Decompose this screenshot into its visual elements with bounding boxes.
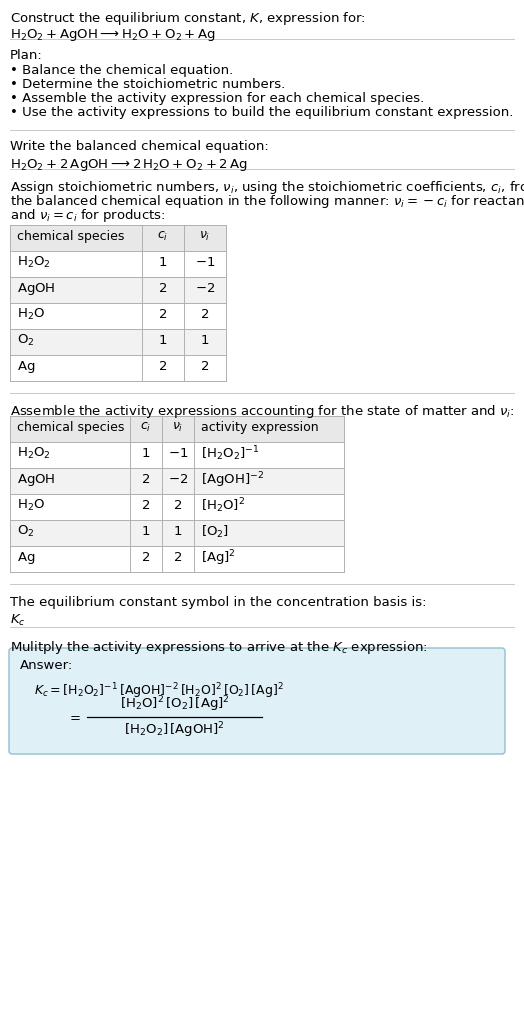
Text: $\mathrm{O_2}$: $\mathrm{O_2}$ xyxy=(17,334,35,348)
Bar xyxy=(10,303,226,330)
Text: activity expression: activity expression xyxy=(201,421,319,434)
FancyBboxPatch shape xyxy=(9,648,505,754)
Text: $\mathrm{Ag}$: $\mathrm{Ag}$ xyxy=(17,359,35,374)
Text: 1: 1 xyxy=(201,335,209,347)
Text: $[\mathrm{AgOH}]^{-2}$: $[\mathrm{AgOH}]^{-2}$ xyxy=(201,470,264,489)
Text: $=$: $=$ xyxy=(67,711,81,723)
Text: $[\mathrm{Ag}]^{2}$: $[\mathrm{Ag}]^{2}$ xyxy=(201,548,236,567)
Bar xyxy=(10,546,344,572)
Text: $K_c = [\mathrm{H_2O_2}]^{-1}\,[\mathrm{AgOH}]^{-2}\,[\mathrm{H_2O}]^{2}\,[\math: $K_c = [\mathrm{H_2O_2}]^{-1}\,[\mathrm{… xyxy=(34,681,284,701)
Bar xyxy=(10,468,344,494)
Text: 2: 2 xyxy=(142,499,150,513)
Text: 1: 1 xyxy=(174,525,182,538)
Text: 1: 1 xyxy=(159,256,167,270)
Text: 1: 1 xyxy=(159,335,167,347)
Bar xyxy=(10,442,344,468)
Text: $[\mathrm{O_2}]$: $[\mathrm{O_2}]$ xyxy=(201,524,229,540)
Text: $\mathrm{H_2O_2} + \mathrm{AgOH} \longrightarrow \mathrm{H_2O} + \mathrm{O_2} + : $\mathrm{H_2O_2} + \mathrm{AgOH} \longri… xyxy=(10,27,216,43)
Text: • Determine the stoichiometric numbers.: • Determine the stoichiometric numbers. xyxy=(10,78,285,91)
Text: $-1$: $-1$ xyxy=(168,447,188,461)
Text: $[\mathrm{H_2O}]^{2}$: $[\mathrm{H_2O}]^{2}$ xyxy=(201,496,245,515)
Text: $c_i$: $c_i$ xyxy=(140,421,151,434)
Text: Plan:: Plan: xyxy=(10,49,43,62)
Bar xyxy=(10,355,226,381)
Text: $\mathrm{AgOH}$: $\mathrm{AgOH}$ xyxy=(17,281,56,297)
Text: $K_c$: $K_c$ xyxy=(10,613,26,629)
Text: • Use the activity expressions to build the equilibrium constant expression.: • Use the activity expressions to build … xyxy=(10,106,514,119)
Text: Answer:: Answer: xyxy=(20,659,73,672)
Text: 2: 2 xyxy=(159,308,167,321)
Text: 2: 2 xyxy=(174,551,182,564)
Text: $\mathrm{H_2O_2} + 2\,\mathrm{AgOH} \longrightarrow 2\,\mathrm{H_2O} + \mathrm{O: $\mathrm{H_2O_2} + 2\,\mathrm{AgOH} \lon… xyxy=(10,157,247,173)
Bar xyxy=(10,520,344,546)
Text: $[\mathrm{H_2O}]^2\,[\mathrm{O_2}]\,[\mathrm{Ag}]^2$: $[\mathrm{H_2O}]^2\,[\mathrm{O_2}]\,[\ma… xyxy=(119,695,230,714)
Text: 1: 1 xyxy=(142,525,150,538)
Text: 2: 2 xyxy=(142,473,150,486)
Text: 2: 2 xyxy=(174,499,182,513)
Text: $\mathrm{H_2O}$: $\mathrm{H_2O}$ xyxy=(17,498,45,514)
Text: $-2$: $-2$ xyxy=(195,282,215,295)
Text: $\mathrm{H_2O_2}$: $\mathrm{H_2O_2}$ xyxy=(17,446,51,462)
Text: chemical species: chemical species xyxy=(17,421,124,434)
Text: $\nu_i$: $\nu_i$ xyxy=(199,230,211,243)
Text: $\mathrm{H_2O}$: $\mathrm{H_2O}$ xyxy=(17,307,45,322)
Text: $[\mathrm{H_2O_2}]\,[\mathrm{AgOH}]^2$: $[\mathrm{H_2O_2}]\,[\mathrm{AgOH}]^2$ xyxy=(124,720,225,739)
Text: 2: 2 xyxy=(142,551,150,564)
Text: Construct the equilibrium constant, $K$, expression for:: Construct the equilibrium constant, $K$,… xyxy=(10,10,366,27)
Text: Write the balanced chemical equation:: Write the balanced chemical equation: xyxy=(10,140,269,153)
Text: and $\nu_i = c_i$ for products:: and $\nu_i = c_i$ for products: xyxy=(10,207,166,224)
Bar xyxy=(10,330,226,355)
Text: 1: 1 xyxy=(142,447,150,461)
Text: chemical species: chemical species xyxy=(17,230,124,243)
Text: $c_i$: $c_i$ xyxy=(157,230,169,243)
Text: $\nu_i$: $\nu_i$ xyxy=(172,421,184,434)
Bar xyxy=(10,416,344,442)
Text: 2: 2 xyxy=(201,360,209,373)
Bar xyxy=(10,225,226,251)
Text: $\mathrm{H_2O_2}$: $\mathrm{H_2O_2}$ xyxy=(17,255,51,271)
Bar xyxy=(10,251,226,277)
Bar xyxy=(10,494,344,520)
Text: the balanced chemical equation in the following manner: $\nu_i = -c_i$ for react: the balanced chemical equation in the fo… xyxy=(10,193,524,210)
Text: Assign stoichiometric numbers, $\nu_i$, using the stoichiometric coefficients, $: Assign stoichiometric numbers, $\nu_i$, … xyxy=(10,179,524,196)
Text: $[\mathrm{H_2O_2}]^{-1}$: $[\mathrm{H_2O_2}]^{-1}$ xyxy=(201,444,259,463)
Text: 2: 2 xyxy=(201,308,209,321)
Text: Assemble the activity expressions accounting for the state of matter and $\nu_i$: Assemble the activity expressions accoun… xyxy=(10,403,515,420)
Text: $-1$: $-1$ xyxy=(195,256,215,270)
Text: Mulitply the activity expressions to arrive at the $K_c$ expression:: Mulitply the activity expressions to arr… xyxy=(10,639,428,656)
Bar xyxy=(10,277,226,303)
Text: $-2$: $-2$ xyxy=(168,473,188,486)
Text: • Balance the chemical equation.: • Balance the chemical equation. xyxy=(10,64,233,77)
Text: $\mathrm{Ag}$: $\mathrm{Ag}$ xyxy=(17,550,35,565)
Text: $\mathrm{AgOH}$: $\mathrm{AgOH}$ xyxy=(17,472,56,488)
Text: 2: 2 xyxy=(159,282,167,295)
Text: • Assemble the activity expression for each chemical species.: • Assemble the activity expression for e… xyxy=(10,92,424,105)
Text: 2: 2 xyxy=(159,360,167,373)
Text: The equilibrium constant symbol in the concentration basis is:: The equilibrium constant symbol in the c… xyxy=(10,596,427,609)
Text: $\mathrm{O_2}$: $\mathrm{O_2}$ xyxy=(17,524,35,539)
